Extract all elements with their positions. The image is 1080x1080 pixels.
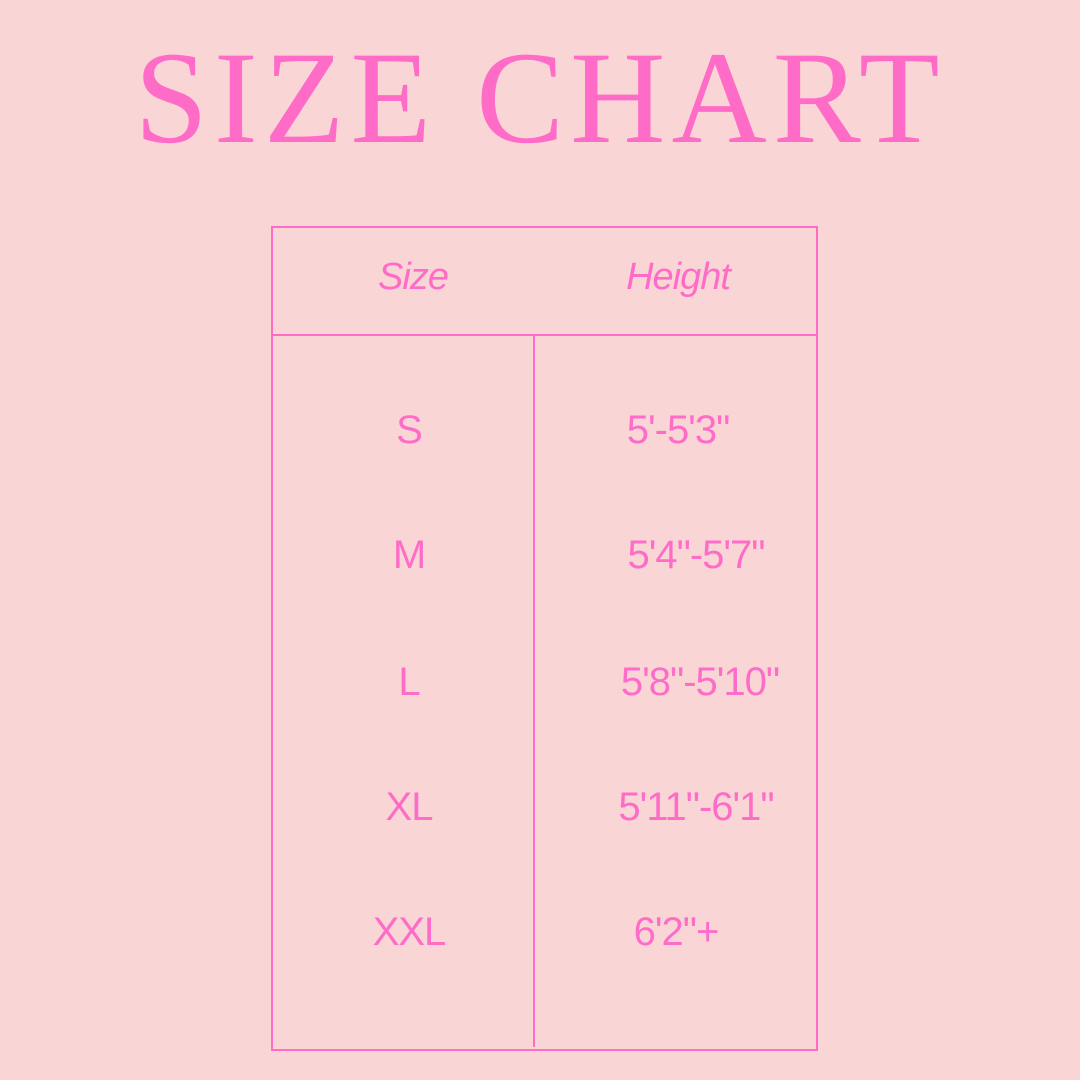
header-divider [273, 334, 816, 336]
height-cell: 5'11"-6'1" [618, 785, 774, 829]
size-cell: L [398, 660, 420, 704]
height-cell: 6'2"+ [633, 910, 720, 954]
header-height: Height [626, 256, 731, 298]
size-cell: XXL [372, 910, 447, 954]
size-table: Size Height S 5'-5'3" M 5'4"-5'7" L 5'8"… [271, 226, 818, 1051]
height-cell: 5'8"-5'10" [620, 660, 780, 704]
size-cell: S [396, 408, 423, 452]
height-cell: 5'4"-5'7" [627, 533, 766, 577]
size-cell: M [392, 533, 426, 577]
page-title: SIZE CHART [134, 24, 946, 171]
height-cell: 5'-5'3" [626, 408, 731, 452]
size-cell: XL [385, 785, 434, 829]
header-size: Size [378, 256, 449, 298]
column-divider [533, 336, 535, 1047]
